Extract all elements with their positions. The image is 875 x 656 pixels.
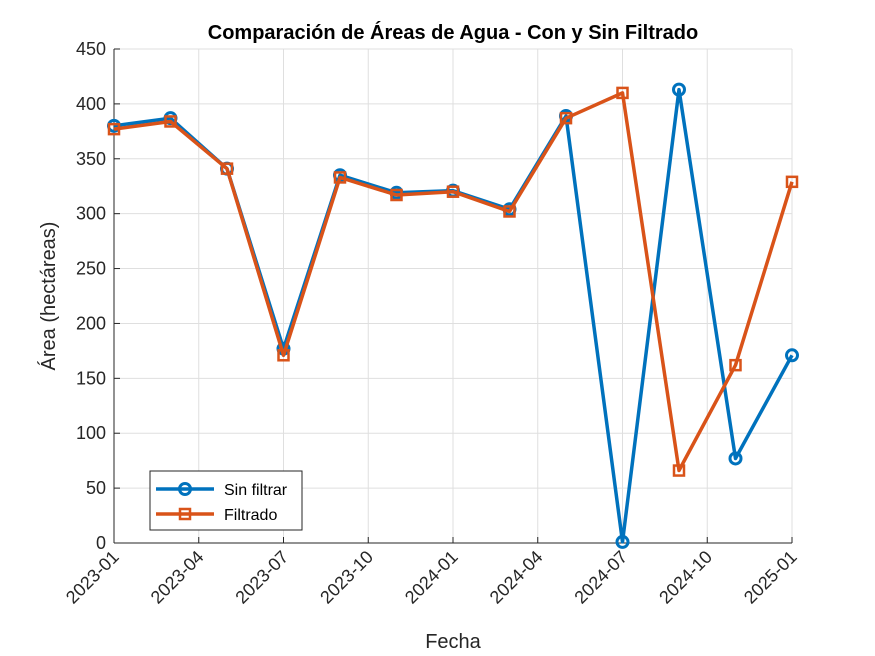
y-axis-label: Área (hectáreas) <box>37 222 60 371</box>
y-tick-label: 400 <box>76 94 106 114</box>
data-point-filtrado <box>446 185 460 198</box>
y-tick-label: 300 <box>76 204 106 224</box>
y-tick-label: 200 <box>76 313 106 333</box>
legend-label-sin-filtrar: Sin filtrar <box>224 482 288 499</box>
chart-title: Comparación de Áreas de Agua - Con y Sin… <box>208 21 698 44</box>
y-tick-label: 350 <box>76 149 106 169</box>
legend-marker-sin-filtrar <box>178 482 192 496</box>
data-point-filtrado <box>672 464 686 477</box>
y-tick-label: 450 <box>76 39 106 59</box>
data-point-filtrado <box>616 86 629 100</box>
data-point-filtrado <box>503 205 516 218</box>
series-line-filtrado <box>113 91 794 473</box>
data-point-filtrado <box>785 175 799 189</box>
legend: Sin filtrar Filtrado <box>149 470 303 531</box>
series-filtrado <box>107 86 799 477</box>
data-point-sin-filtrar <box>785 348 799 363</box>
y-tick-label: 100 <box>76 423 106 443</box>
legend-label-filtrado: Filtrado <box>224 507 277 524</box>
legend-box <box>149 470 303 531</box>
legend-marker-filtrado <box>178 507 192 521</box>
series-layer <box>107 82 799 549</box>
data-point-filtrado <box>729 358 742 372</box>
y-tick-label: 0 <box>96 533 106 553</box>
y-tick-label: 250 <box>76 259 106 279</box>
data-point-filtrado <box>220 162 234 175</box>
data-point-filtrado <box>277 349 290 362</box>
data-point-filtrado <box>333 171 347 184</box>
legend-item-sin-filtrar: Sin filtrar <box>156 482 288 499</box>
data-point-filtrado <box>107 122 121 136</box>
legend-item-filtrado: Filtrado <box>156 507 277 524</box>
data-point-sin-filtrar <box>728 451 743 466</box>
data-point-filtrado <box>164 115 177 128</box>
data-point-sin-filtrar <box>615 534 630 549</box>
y-tick-label: 150 <box>76 368 106 388</box>
grid <box>113 48 793 544</box>
data-point-filtrado <box>559 111 573 125</box>
x-axis-label: Fecha <box>425 631 481 653</box>
y-tick-label: 50 <box>86 478 106 498</box>
data-point-filtrado <box>390 188 403 202</box>
data-point-sin-filtrar <box>672 82 686 97</box>
